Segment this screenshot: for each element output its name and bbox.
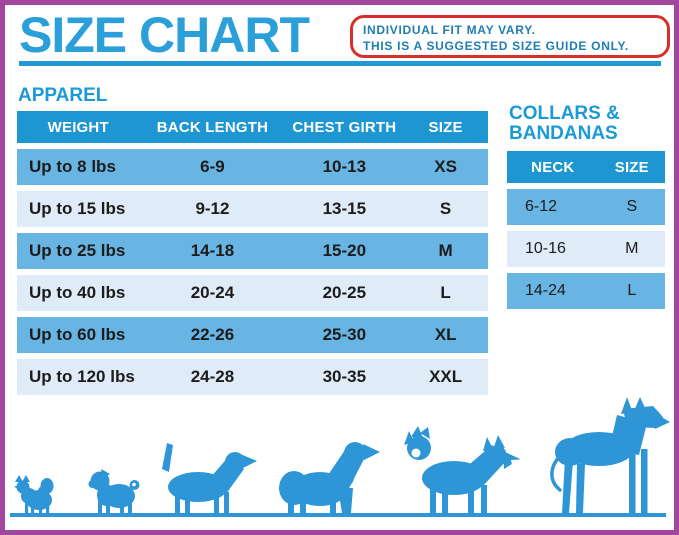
dog-silhouette-pug (88, 467, 140, 513)
chest-girth-cell: 20-25 (285, 275, 404, 311)
size-cell: M (598, 231, 665, 267)
apparel-heading: APPAREL (18, 85, 108, 106)
size-cell: L (598, 273, 665, 309)
column-header-neck: NECK (507, 151, 599, 183)
weight-cell: Up to 120 lbs (17, 359, 140, 395)
dog-silhouette-great-dane (541, 397, 670, 513)
beagle-dog-icon (162, 443, 257, 513)
chest-girth-cell: 30-35 (285, 359, 404, 395)
weight-cell: Up to 60 lbs (17, 317, 140, 353)
size-cell: S (598, 189, 665, 225)
size-cell: L (403, 275, 488, 311)
back-length-cell: 24-28 (139, 359, 286, 395)
column-header-weight: WEIGHT (17, 111, 140, 143)
size-cell: XXL (403, 359, 488, 395)
back-length-cell: 6-9 (139, 149, 286, 185)
ground-line (10, 513, 666, 517)
column-header-back-length: BACK LENGTH (139, 111, 286, 143)
weight-cell: Up to 25 lbs (17, 233, 140, 269)
collars-header-row: NECK SIZE (507, 151, 665, 183)
dog-silhouette-pomeranian (14, 474, 56, 513)
disclaimer-line-1: INDIVIDUAL FIT MAY VARY. (363, 23, 536, 37)
table-row-xxl: Up to 120 lbs 24-28 30-35 XXL (17, 359, 488, 395)
chest-girth-cell: 13-15 (285, 191, 404, 227)
page-title: SIZE CHART (19, 7, 310, 63)
column-header-chest-girth: CHEST GIRTH (285, 111, 404, 143)
size-cell: S (403, 191, 488, 227)
collars-size-table: NECK SIZE 6-12 S 10-16 M 14-24 L (507, 145, 665, 315)
neck-cell: 6-12 (507, 189, 599, 225)
chest-girth-cell: 25-30 (285, 317, 404, 353)
title-underline (19, 61, 661, 66)
table-row-l: Up to 40 lbs 20-24 20-25 L (17, 275, 488, 311)
apparel-size-table: WEIGHT BACK LENGTH CHEST GIRTH SIZE Up t… (17, 105, 488, 401)
dog-silhouette-cocker-spaniel (276, 436, 380, 513)
column-header-size: SIZE (403, 111, 488, 143)
neck-cell: 14-24 (507, 273, 599, 309)
column-header-size: SIZE (598, 151, 665, 183)
back-length-cell: 20-24 (139, 275, 286, 311)
table-row-s: Up to 15 lbs 9-12 13-15 S (17, 191, 488, 227)
collars-heading-line-2: BANDANAS (509, 123, 618, 144)
table-row-m: Up to 25 lbs 14-18 15-20 M (17, 233, 488, 269)
weight-cell: Up to 15 lbs (17, 191, 140, 227)
collars-heading: COLLARS & BANDANAS (509, 104, 620, 144)
chest-girth-cell: 15-20 (285, 233, 404, 269)
dog-silhouette-husky (402, 425, 520, 513)
size-cell: XS (403, 149, 488, 185)
weight-cell: Up to 40 lbs (17, 275, 140, 311)
size-cell: XL (403, 317, 488, 353)
dog-silhouette-beagle (154, 442, 258, 513)
apparel-header-row: WEIGHT BACK LENGTH CHEST GIRTH SIZE (17, 111, 488, 143)
disclaimer-line-2: THIS IS A SUGGESTED SIZE GUIDE ONLY. (363, 39, 629, 53)
collars-row-m: 10-16 M (507, 231, 665, 267)
collars-row-s: 6-12 S (507, 189, 665, 225)
pug-dog-icon (88, 469, 140, 513)
back-length-cell: 9-12 (139, 191, 286, 227)
disclaimer-note: INDIVIDUAL FIT MAY VARY. THIS IS A SUGGE… (350, 15, 670, 58)
great-dane-dog-icon (550, 397, 670, 513)
collars-row-l: 14-24 L (507, 273, 665, 309)
pomeranian-dog-icon (14, 475, 54, 513)
chest-girth-cell: 10-13 (285, 149, 404, 185)
collars-heading-line-1: COLLARS & (509, 103, 620, 124)
husky-dog-icon (404, 426, 520, 513)
back-length-cell: 14-18 (139, 233, 286, 269)
cocker-spaniel-dog-icon (279, 442, 380, 513)
table-row-xl: Up to 60 lbs 22-26 25-30 XL (17, 317, 488, 353)
back-length-cell: 22-26 (139, 317, 286, 353)
weight-cell: Up to 8 lbs (17, 149, 140, 185)
size-cell: M (403, 233, 488, 269)
table-row-xs: Up to 8 lbs 6-9 10-13 XS (17, 149, 488, 185)
neck-cell: 10-16 (507, 231, 599, 267)
